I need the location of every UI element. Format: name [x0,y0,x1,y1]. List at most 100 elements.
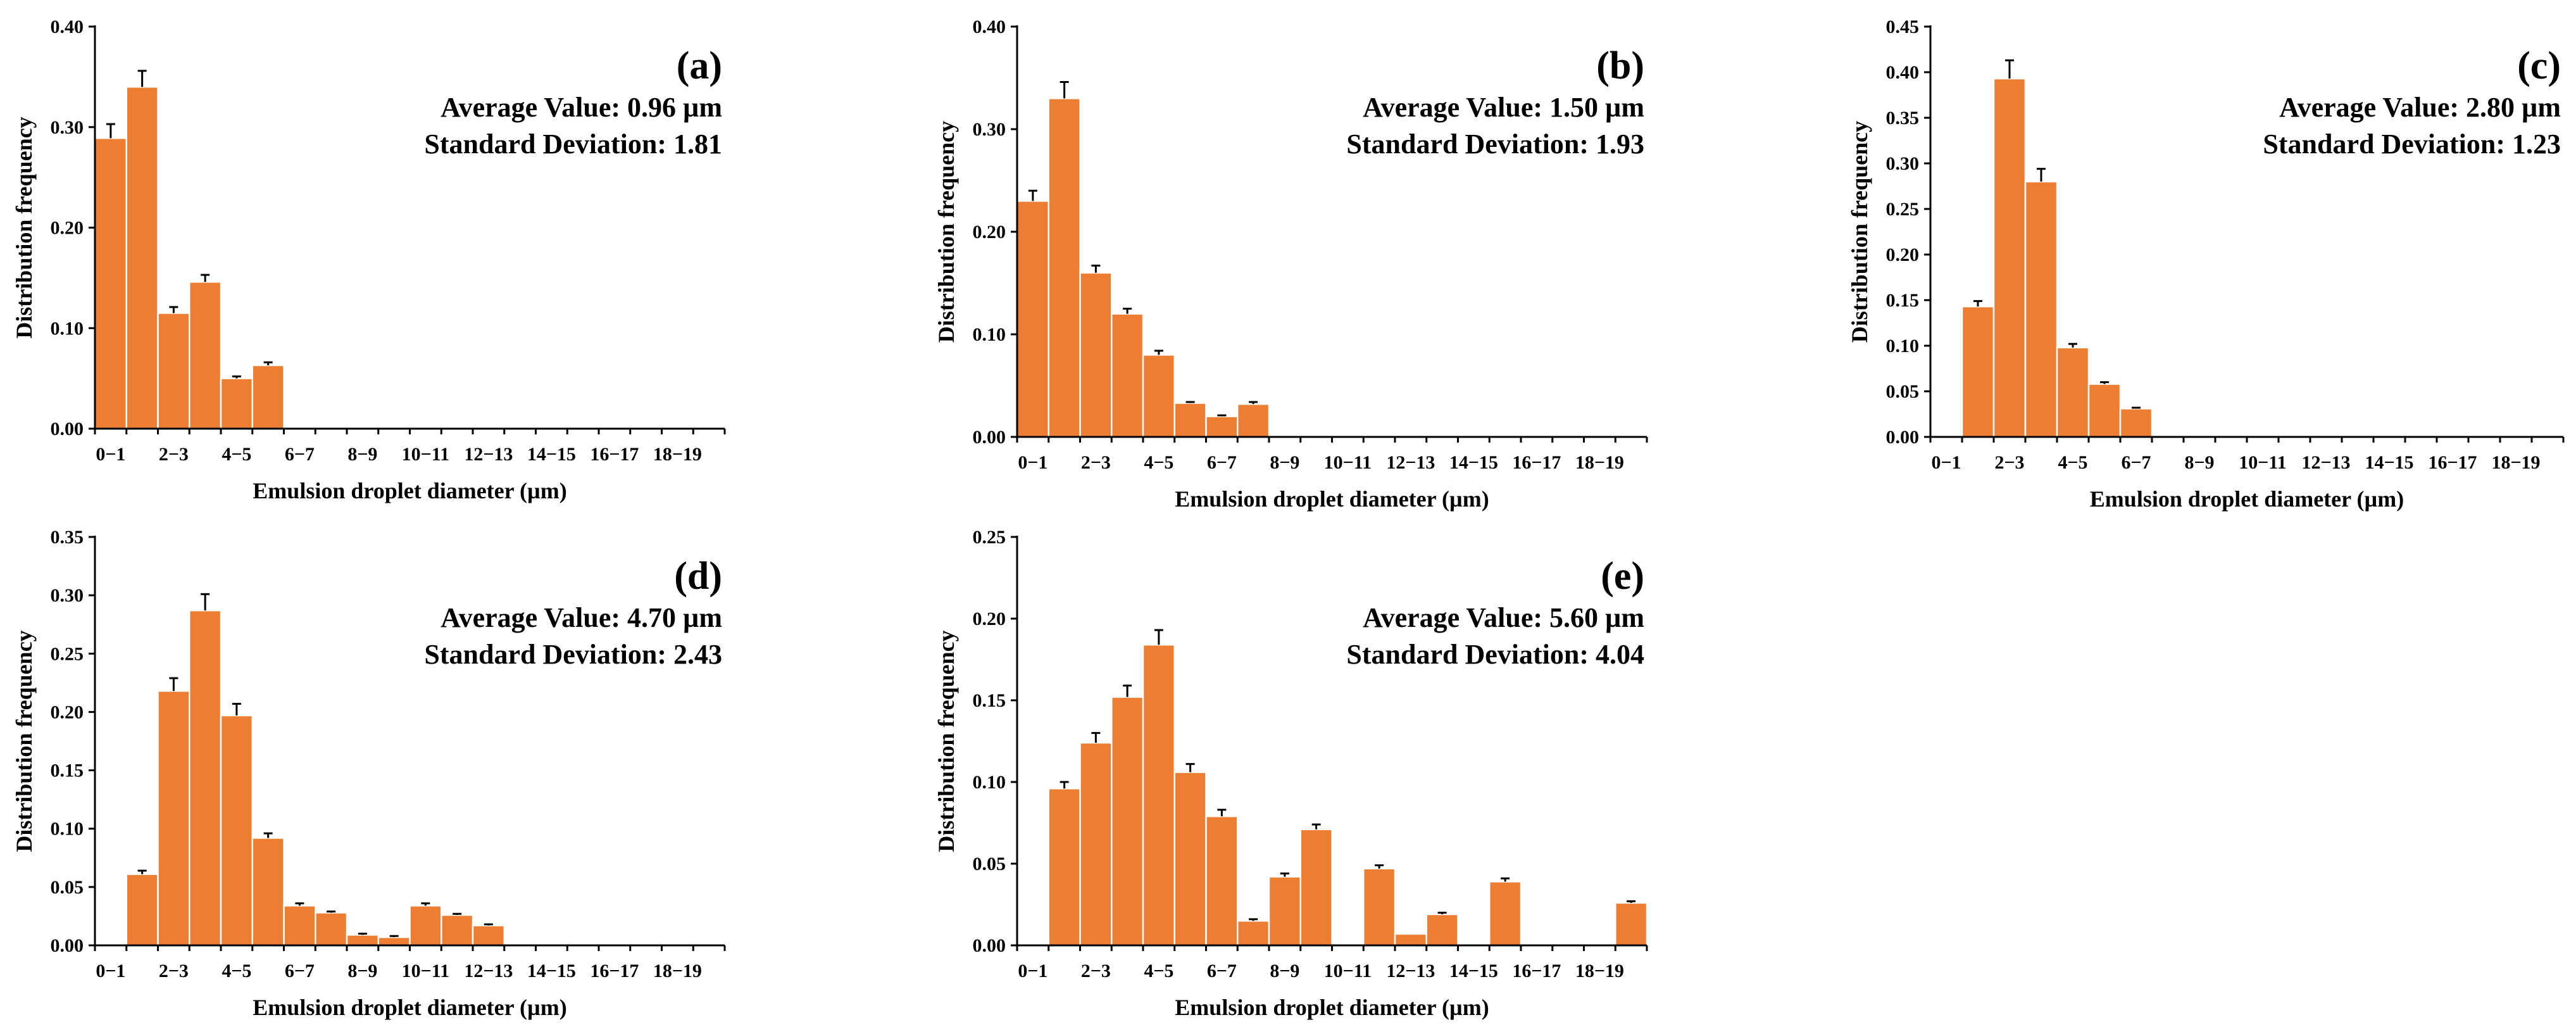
x-axis-title: Emulsion droplet diameter (µm) [1175,486,1489,512]
chart-panel-4: 0.00 0.05 0.10 0.15 0.20 0.25 0−1 2−3 4−5 6−7 8−9 1… [934,527,1648,1020]
y-tick-label: 0.20 [973,222,1006,243]
y-tick-label: 0.10 [51,819,84,840]
x-tick-label: 12−13 [1386,961,1435,981]
bar [2119,408,2153,438]
x-tick-label: 10−11 [1324,961,1372,981]
x-tick-label: 18−19 [653,444,702,465]
bar [283,905,316,947]
bar [1961,305,1995,438]
panel-label: (c) [2517,44,2561,87]
x-tick-label: 8−9 [347,961,377,981]
y-tick-label: 0.30 [51,585,84,606]
bar [1425,913,1459,947]
chart-panel-3: 0.00 0.05 0.10 0.15 0.20 0.25 0.30 0.35 0−1 2−3 4−… [11,527,726,1020]
average-value-annotation: Average Value: 4.70 µm [441,602,722,633]
y-tick-label: 0.10 [51,318,84,339]
chart-panel-1: 0.00 0.10 0.20 0.30 0.40 0−1 2−3 4−5 6−7 8−9 10−11… [934,16,1648,512]
average-value-annotation: Average Value: 0.96 µm [441,92,722,123]
bar [1079,741,1113,947]
bar [1268,876,1301,947]
panel-label: (e) [1601,555,1644,598]
x-tick-label: 4−5 [1144,452,1173,473]
bar [315,912,348,947]
panel-label: (b) [1596,44,1644,87]
bar [441,914,474,947]
x-tick-label: 10−11 [1324,452,1372,473]
x-tick-label: 2−3 [1994,452,2024,473]
bar [1047,98,1081,438]
y-axis-title: Distribution frequency [11,117,37,338]
bar [1047,788,1081,947]
y-tick-label: 0.30 [51,117,84,138]
bar [1079,272,1113,438]
x-tick-label: 6−7 [1207,452,1237,473]
y-tick-label: 0.15 [51,760,84,781]
x-tick-label: 16−17 [2428,452,2477,473]
y-tick-label: 0.40 [51,16,84,37]
bar [125,873,159,947]
y-tick-label: 0.05 [51,877,84,898]
bar [251,364,285,430]
x-tick-label: 10−11 [2239,452,2286,473]
x-tick-label: 6−7 [285,444,315,465]
y-tick-label: 0.35 [1886,108,1920,129]
y-tick-label: 0.10 [973,772,1006,793]
x-tick-label: 12−13 [464,961,513,981]
y-tick-label: 0.30 [973,119,1006,140]
y-tick-label: 0.10 [1886,336,1920,356]
bar [157,312,191,430]
x-tick-label: 4−5 [222,961,251,981]
panel-label: (a) [677,44,722,87]
y-tick-label: 0.20 [973,608,1006,629]
x-tick-label: 14−15 [527,961,576,981]
y-tick-label: 0.00 [973,935,1006,956]
x-tick-label: 14−15 [527,444,576,465]
y-tick-label: 0.45 [1886,16,1920,37]
x-tick-label: 4−5 [1144,961,1173,981]
bar [1016,200,1049,438]
y-tick-label: 0.05 [973,854,1006,874]
bar [1205,815,1239,947]
y-tick-label: 0.40 [973,16,1006,37]
x-tick-label: 16−17 [1512,961,1561,981]
y-tick-label: 0.00 [1886,427,1920,448]
y-tick-label: 0.15 [973,690,1006,711]
x-tick-label: 2−3 [1081,452,1111,473]
x-tick-label: 0−1 [96,961,125,981]
standard-deviation-annotation: Standard Deviation: 4.04 [1346,639,1644,670]
bar [1111,313,1144,438]
bar [1142,644,1175,947]
bar [1394,933,1427,947]
x-tick-label: 10−11 [402,961,449,981]
x-tick-label: 14−15 [1449,452,1498,473]
y-tick-label: 0.25 [51,643,84,664]
x-tick-label: 12−13 [464,444,513,465]
x-tick-label: 0−1 [1018,961,1047,981]
x-tick-label: 0−1 [96,444,125,465]
average-value-annotation: Average Value: 1.50 µm [1363,92,1644,123]
y-tick-label: 0.20 [1886,244,1920,265]
average-value-annotation: Average Value: 5.60 µm [1363,602,1644,633]
x-tick-label: 18−19 [2491,452,2540,473]
x-tick-label: 0−1 [1931,452,1961,473]
bar [220,714,253,947]
bar [1173,771,1207,947]
bar [1237,403,1270,438]
x-tick-label: 16−17 [590,961,639,981]
x-tick-label: 12−13 [2301,452,2350,473]
bar [1142,354,1175,438]
x-tick-label: 18−19 [653,961,702,981]
bar [189,281,222,430]
x-axis-title: Emulsion droplet diameter (µm) [253,995,566,1020]
y-tick-label: 0.15 [1886,290,1920,311]
x-tick-label: 8−9 [1270,452,1299,473]
average-value-annotation: Average Value: 2.80 µm [2279,92,2561,123]
y-tick-label: 0.00 [973,427,1006,448]
y-tick-label: 0.00 [51,419,84,439]
bar [1173,402,1207,438]
x-tick-label: 4−5 [2058,452,2087,473]
x-tick-label: 8−9 [1270,961,1299,981]
bar [2087,383,2122,438]
bar [94,137,127,430]
standard-deviation-annotation: Standard Deviation: 1.93 [1346,129,1644,160]
